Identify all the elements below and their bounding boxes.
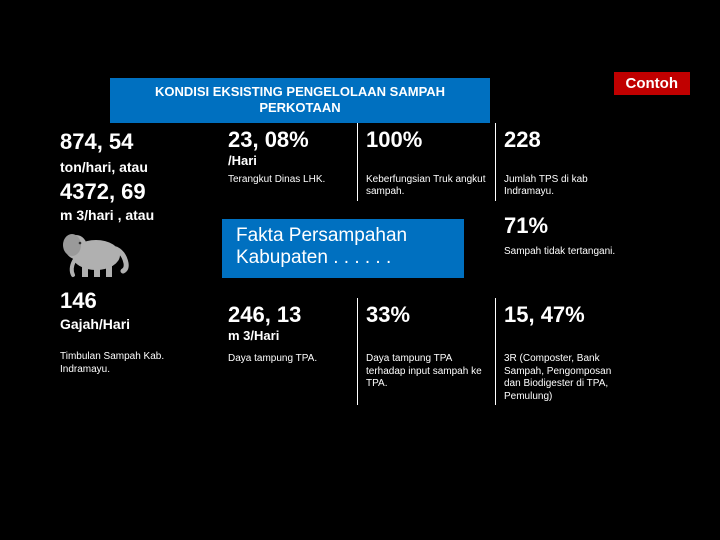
left-column: 874, 54 ton/hari, atau 4372, 69 m 3/hari… bbox=[60, 123, 210, 376]
left-unit-3: Gajah/Hari bbox=[60, 316, 210, 332]
fakta-right-val: 71% bbox=[504, 213, 664, 239]
fakta-box: Fakta Persampahan Kabupaten . . . . . . bbox=[222, 219, 464, 279]
row2-cell1: 246, 13 m 3/Hari Daya tampung TPA. bbox=[220, 298, 358, 405]
left-note: Timbulan Sampah Kab. Indramayu. bbox=[60, 350, 210, 376]
row1-c3-val: 228 bbox=[504, 127, 626, 153]
row1-c3-unit bbox=[504, 153, 626, 168]
row2-c3-unit bbox=[504, 328, 626, 343]
row2-cell2: 33% Daya tampung TPA terhadap input samp… bbox=[358, 298, 496, 405]
row2-c1-unit: m 3/Hari bbox=[228, 328, 349, 343]
row1-cell2: 100% Keberfungsian Truk angkut sampah. bbox=[358, 123, 496, 201]
row1-c1-val: 23, 08% bbox=[228, 127, 349, 153]
left-value-3: 146 bbox=[60, 288, 210, 314]
left-value-2: 4372, 69 bbox=[60, 179, 210, 205]
row1-c1-unit: /Hari bbox=[228, 153, 349, 168]
row1-cell3: 228 Jumlah TPS di kab Indramayu. bbox=[496, 123, 634, 201]
row1-c3-desc: Jumlah TPS di kab Indramayu. bbox=[504, 174, 626, 199]
cells-area: 23, 08% /Hari Terangkut Dinas LHK. 100% … bbox=[220, 123, 634, 406]
row2-cell3: 15, 47% 3R (Composter, Bank Sampah, Peng… bbox=[496, 298, 634, 405]
fakta-right-desc: Sampah tidak tertangani. bbox=[504, 245, 664, 258]
banner-title: KONDISI EKSISTING PENGELOLAAN SAMPAH PER… bbox=[110, 78, 490, 123]
badge-contoh: Contoh bbox=[614, 72, 690, 95]
left-value-1: 874, 54 bbox=[60, 129, 210, 155]
row2-c3-val: 15, 47% bbox=[504, 302, 626, 328]
row1-c2-val: 100% bbox=[366, 127, 487, 153]
fakta-right: 71% Sampah tidak tertangani. bbox=[504, 213, 664, 258]
left-unit-1: ton/hari, atau bbox=[60, 159, 210, 175]
row-1: 23, 08% /Hari Terangkut Dinas LHK. 100% … bbox=[220, 123, 634, 201]
row2-c1-desc: Daya tampung TPA. bbox=[228, 353, 349, 366]
row2-c3-desc: 3R (Composter, Bank Sampah, Pengomposan … bbox=[504, 353, 626, 403]
row2-c2-unit bbox=[366, 328, 487, 343]
row2-c2-desc: Daya tampung TPA terhadap input sampah k… bbox=[366, 353, 487, 391]
row-2: 246, 13 m 3/Hari Daya tampung TPA. 33% D… bbox=[220, 298, 634, 405]
row2-c2-val: 33% bbox=[366, 302, 487, 328]
row2-c1-val: 246, 13 bbox=[228, 302, 349, 328]
row1-c2-unit bbox=[366, 153, 487, 168]
elephant-icon bbox=[60, 227, 210, 284]
row1-cell1: 23, 08% /Hari Terangkut Dinas LHK. bbox=[220, 123, 358, 201]
row1-c2-desc: Keberfungsian Truk angkut sampah. bbox=[366, 174, 487, 199]
left-unit-2: m 3/hari , atau bbox=[60, 207, 210, 223]
row1-c1-desc: Terangkut Dinas LHK. bbox=[228, 174, 349, 187]
